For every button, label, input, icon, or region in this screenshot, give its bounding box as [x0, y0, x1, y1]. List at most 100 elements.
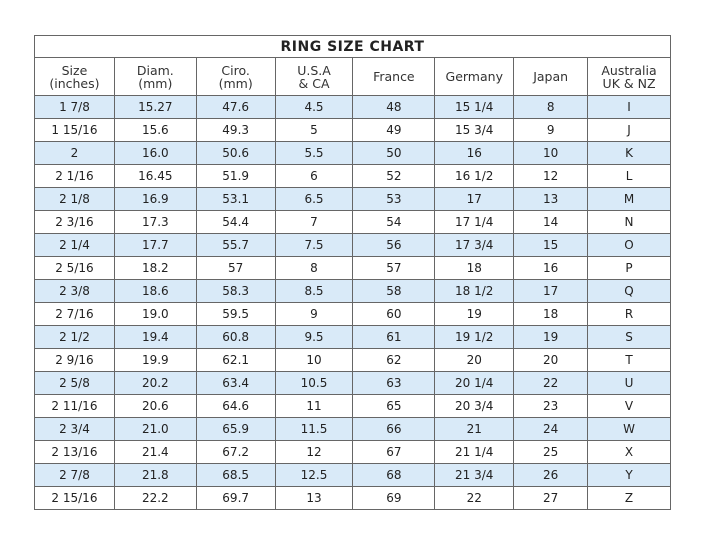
ring-size-chart-table: RING SIZE CHART Size (inches) Diam. (mm) Cir… [34, 35, 671, 510]
table-cell: 18.2 [113, 256, 197, 280]
table-cell: 2 1/16 [34, 164, 115, 188]
table-row: 2 7/16 19.0 59.5 9 60 19 18 R [34, 302, 671, 326]
table-row: 1 7/8 15.27 47.6 4.5 48 15 1/4 8 I [34, 95, 671, 119]
table-row: 2 5/8 20.2 63.4 10.5 63 20 1/4 22 U [34, 371, 671, 395]
table-cell: 53.1 [195, 187, 276, 211]
table-cell: X [587, 440, 671, 464]
table-cell: 1 7/8 [34, 95, 115, 119]
table-cell: 16 [513, 256, 589, 280]
table-cell: N [587, 210, 671, 234]
table-row: 2 15/16 22.2 69.7 13 69 22 27 Z [34, 486, 671, 510]
table-cell: 15 1/4 [434, 95, 515, 119]
table-cell: 15 [513, 233, 589, 257]
table-cell: 12.5 [274, 463, 354, 487]
table-cell: S [587, 325, 671, 349]
table-cell: 15 3/4 [434, 118, 515, 142]
table-cell: 52 [352, 164, 436, 188]
table-row: 2 3/8 18.6 58.3 8.5 58 18 1/2 17 Q [34, 279, 671, 303]
table-cell: 19.0 [113, 302, 197, 326]
column-header-line: Japan [533, 69, 569, 84]
table-row: 2 11/16 20.6 64.6 11 65 20 3/4 23 V [34, 394, 671, 418]
table-row: 2 3/16 17.3 54.4 7 54 17 1/4 14 N [34, 210, 671, 234]
table-cell: 25 [513, 440, 589, 464]
table-cell: 19.4 [113, 325, 197, 349]
table-cell: 23 [513, 394, 589, 418]
table-cell: 65.9 [195, 417, 276, 441]
column-header-line: Diam. [136, 62, 174, 78]
column-header-line: (inches) [49, 75, 100, 91]
table-cell: 57 [352, 256, 436, 280]
table-cell: 5 [274, 118, 354, 142]
table-cell: 6.5 [274, 187, 354, 211]
table-cell: 2 5/8 [34, 371, 115, 395]
table-cell: 20.2 [113, 371, 197, 395]
table-cell: 54.4 [195, 210, 276, 234]
table-cell: 18 1/2 [434, 279, 515, 303]
table-cell: 16.45 [113, 164, 197, 188]
table-row: 1 15/16 15.6 49.3 5 49 15 3/4 9 J [34, 118, 671, 142]
table-cell: 20 [513, 348, 589, 372]
table-cell: 19.9 [113, 348, 197, 372]
table-cell: 20 3/4 [434, 394, 515, 418]
table-cell: O [587, 233, 671, 257]
table-cell: 2 3/8 [34, 279, 115, 303]
table-cell: 21 3/4 [434, 463, 515, 487]
table-cell: 11 [274, 394, 354, 418]
table-cell: 21.4 [113, 440, 197, 464]
table-cell: 51.9 [195, 164, 276, 188]
table-cell: 60.8 [195, 325, 276, 349]
column-header: Size (inches) [34, 57, 115, 96]
table-row: 2 3/4 21.0 65.9 11.5 66 21 24 W [34, 417, 671, 441]
table-cell: 13 [513, 187, 589, 211]
table-cell: W [587, 417, 671, 441]
table-row: 2 1/8 16.9 53.1 6.5 53 17 13 M [34, 187, 671, 211]
column-header-line: Size [61, 62, 88, 78]
column-header: Diam. (mm) [113, 57, 197, 96]
chart-title: RING SIZE CHART [34, 35, 671, 58]
table-cell: 14 [513, 210, 589, 234]
table-cell: 62.1 [195, 348, 276, 372]
table-cell: 49.3 [195, 118, 276, 142]
table-cell: 18 [434, 256, 515, 280]
table-cell: 60 [352, 302, 436, 326]
table-row: 2 16.0 50.6 5.5 50 16 10 K [34, 141, 671, 165]
table-cell: U [587, 371, 671, 395]
table-cell: 17.3 [113, 210, 197, 234]
table-cell: 10.5 [274, 371, 354, 395]
table-cell: 17.7 [113, 233, 197, 257]
table-row: 2 13/16 21.4 67.2 12 67 21 1/4 25 X [34, 440, 671, 464]
table-cell: 8 [274, 256, 354, 280]
column-header: France [352, 57, 436, 96]
table-cell: 68 [352, 463, 436, 487]
table-cell: 54 [352, 210, 436, 234]
table-cell: 8 [513, 95, 589, 119]
table-row: 2 9/16 19.9 62.1 10 62 20 20 T [34, 348, 671, 372]
table-cell: 21.0 [113, 417, 197, 441]
table-cell: 22 [434, 486, 515, 510]
table-cell: 4.5 [274, 95, 354, 119]
table-cell: 2 7/16 [34, 302, 115, 326]
table-cell: 13 [274, 486, 354, 510]
table-cell: 16 [434, 141, 515, 165]
table-cell: 16 1/2 [434, 164, 515, 188]
table-row: 2 1/16 16.45 51.9 6 52 16 1/2 12 L [34, 164, 671, 188]
table-cell: 17 [434, 187, 515, 211]
table-cell: 2 7/8 [34, 463, 115, 487]
table-cell: 69 [352, 486, 436, 510]
table-cell: 68.5 [195, 463, 276, 487]
table-cell: 62 [352, 348, 436, 372]
table-cell: 63 [352, 371, 436, 395]
table-cell: 21.8 [113, 463, 197, 487]
column-header-line: (mm) [138, 75, 173, 91]
column-header-line: Germany [445, 69, 503, 84]
table-cell: 21 [434, 417, 515, 441]
table-cell: 9.5 [274, 325, 354, 349]
column-header-line: Ciro. [221, 62, 250, 78]
table-cell: 47.6 [195, 95, 276, 119]
table-cell: 64.6 [195, 394, 276, 418]
table-cell: 2 1/2 [34, 325, 115, 349]
table-row: 2 1/2 19.4 60.8 9.5 61 19 1/2 19 S [34, 325, 671, 349]
table-cell: 67 [352, 440, 436, 464]
table-cell: 58.3 [195, 279, 276, 303]
table-cell: 9 [274, 302, 354, 326]
